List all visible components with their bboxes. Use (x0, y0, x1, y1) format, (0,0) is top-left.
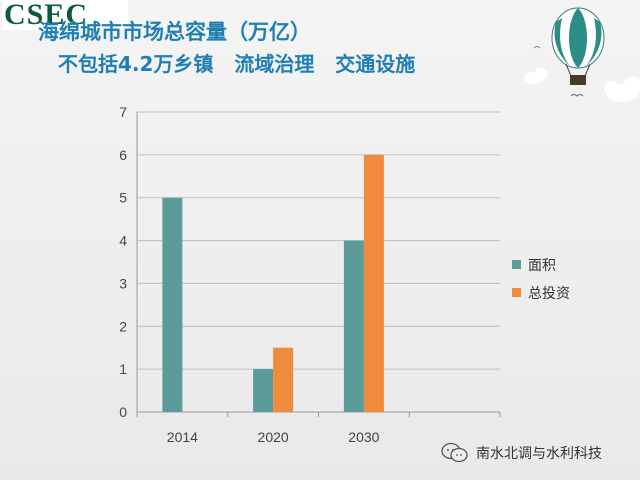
watermark-text: 南水北调与水利科技 (476, 446, 602, 462)
legend-label: 面积 (528, 258, 556, 274)
hot-air-balloon-icon (551, 7, 605, 97)
bar-area (162, 197, 183, 412)
chart-subtitle: 不包括4.2万乡镇 流域治理 交通设施 (58, 52, 416, 76)
y-tick-label: 5 (119, 190, 127, 206)
legend-swatch (512, 260, 521, 269)
cloud-icon (524, 68, 640, 102)
bar-area (253, 369, 274, 412)
y-tick-label: 1 (119, 361, 127, 377)
y-tick-label: 6 (119, 147, 127, 163)
x-tick-label: 2020 (258, 429, 289, 445)
logo: CSEC (2, 0, 128, 30)
bar-area (343, 240, 364, 412)
watermark: 南水北调与水利科技 (440, 442, 602, 464)
chart-title: 海绵城市市场总容量（万亿） (38, 20, 311, 44)
y-tick-label: 7 (119, 104, 127, 120)
legend-label: 总投资 (528, 286, 570, 302)
legend-swatch (512, 288, 521, 297)
wechat-icon (441, 442, 468, 463)
bar-investment (273, 347, 294, 412)
x-tick-label: 2014 (167, 429, 198, 445)
y-tick-label: 0 (119, 404, 127, 420)
y-tick-label: 4 (119, 233, 127, 249)
y-tick-label: 2 (119, 318, 127, 334)
x-tick-label: 2030 (348, 429, 379, 445)
y-tick-label: 3 (119, 275, 127, 291)
bar-investment (363, 154, 384, 412)
bird-icon (533, 46, 541, 49)
